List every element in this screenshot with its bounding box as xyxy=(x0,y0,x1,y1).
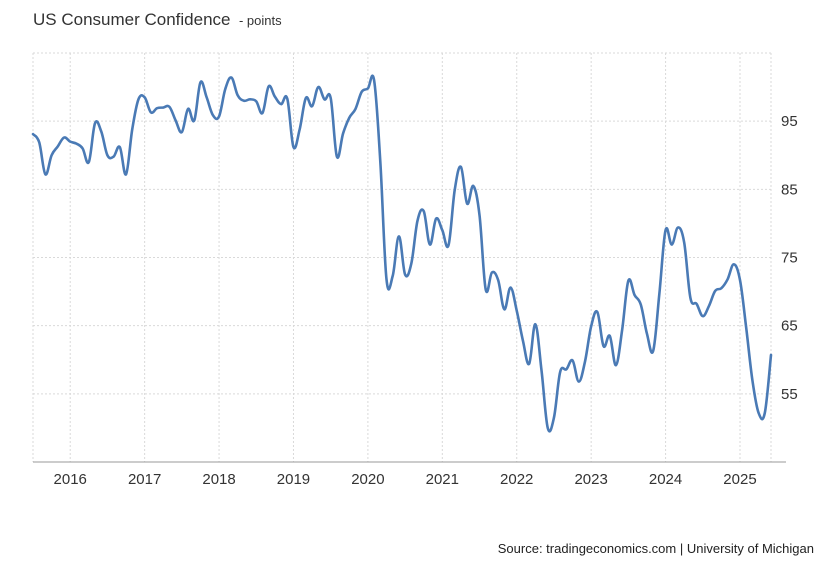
chart-unit: - points xyxy=(238,13,282,28)
x-tick-label: 2021 xyxy=(426,471,459,488)
x-tick-label: 2023 xyxy=(574,471,607,488)
x-tick-label: 2020 xyxy=(351,471,384,488)
y-tick-label: 85 xyxy=(781,181,798,198)
series-layer xyxy=(31,74,773,433)
x-tick-label: 2025 xyxy=(723,471,756,488)
chart-title: US Consumer Confidence xyxy=(33,10,231,29)
x-tick-label: 2017 xyxy=(128,471,161,488)
x-tick-label: 2024 xyxy=(649,471,682,488)
x-tick-label: 2016 xyxy=(54,471,87,488)
chart-title-group: US Consumer Confidence - points xyxy=(33,10,282,30)
y-tick-label: 75 xyxy=(781,250,798,267)
x-tick-label: 2018 xyxy=(202,471,235,488)
x-tick-label: 2022 xyxy=(500,471,533,488)
source-note: Source: tradingeconomics.com | Universit… xyxy=(497,541,814,556)
y-tick-label: 55 xyxy=(781,386,798,403)
series-line-0 xyxy=(31,74,773,433)
y-tick-label: 95 xyxy=(781,113,798,130)
y-tick-label: 65 xyxy=(781,318,798,335)
axis-layer: 2016 2017 2018 2019 2020 2021 2022 2023 2024 2025… xyxy=(33,113,798,488)
x-tick-label: 2019 xyxy=(277,471,310,488)
